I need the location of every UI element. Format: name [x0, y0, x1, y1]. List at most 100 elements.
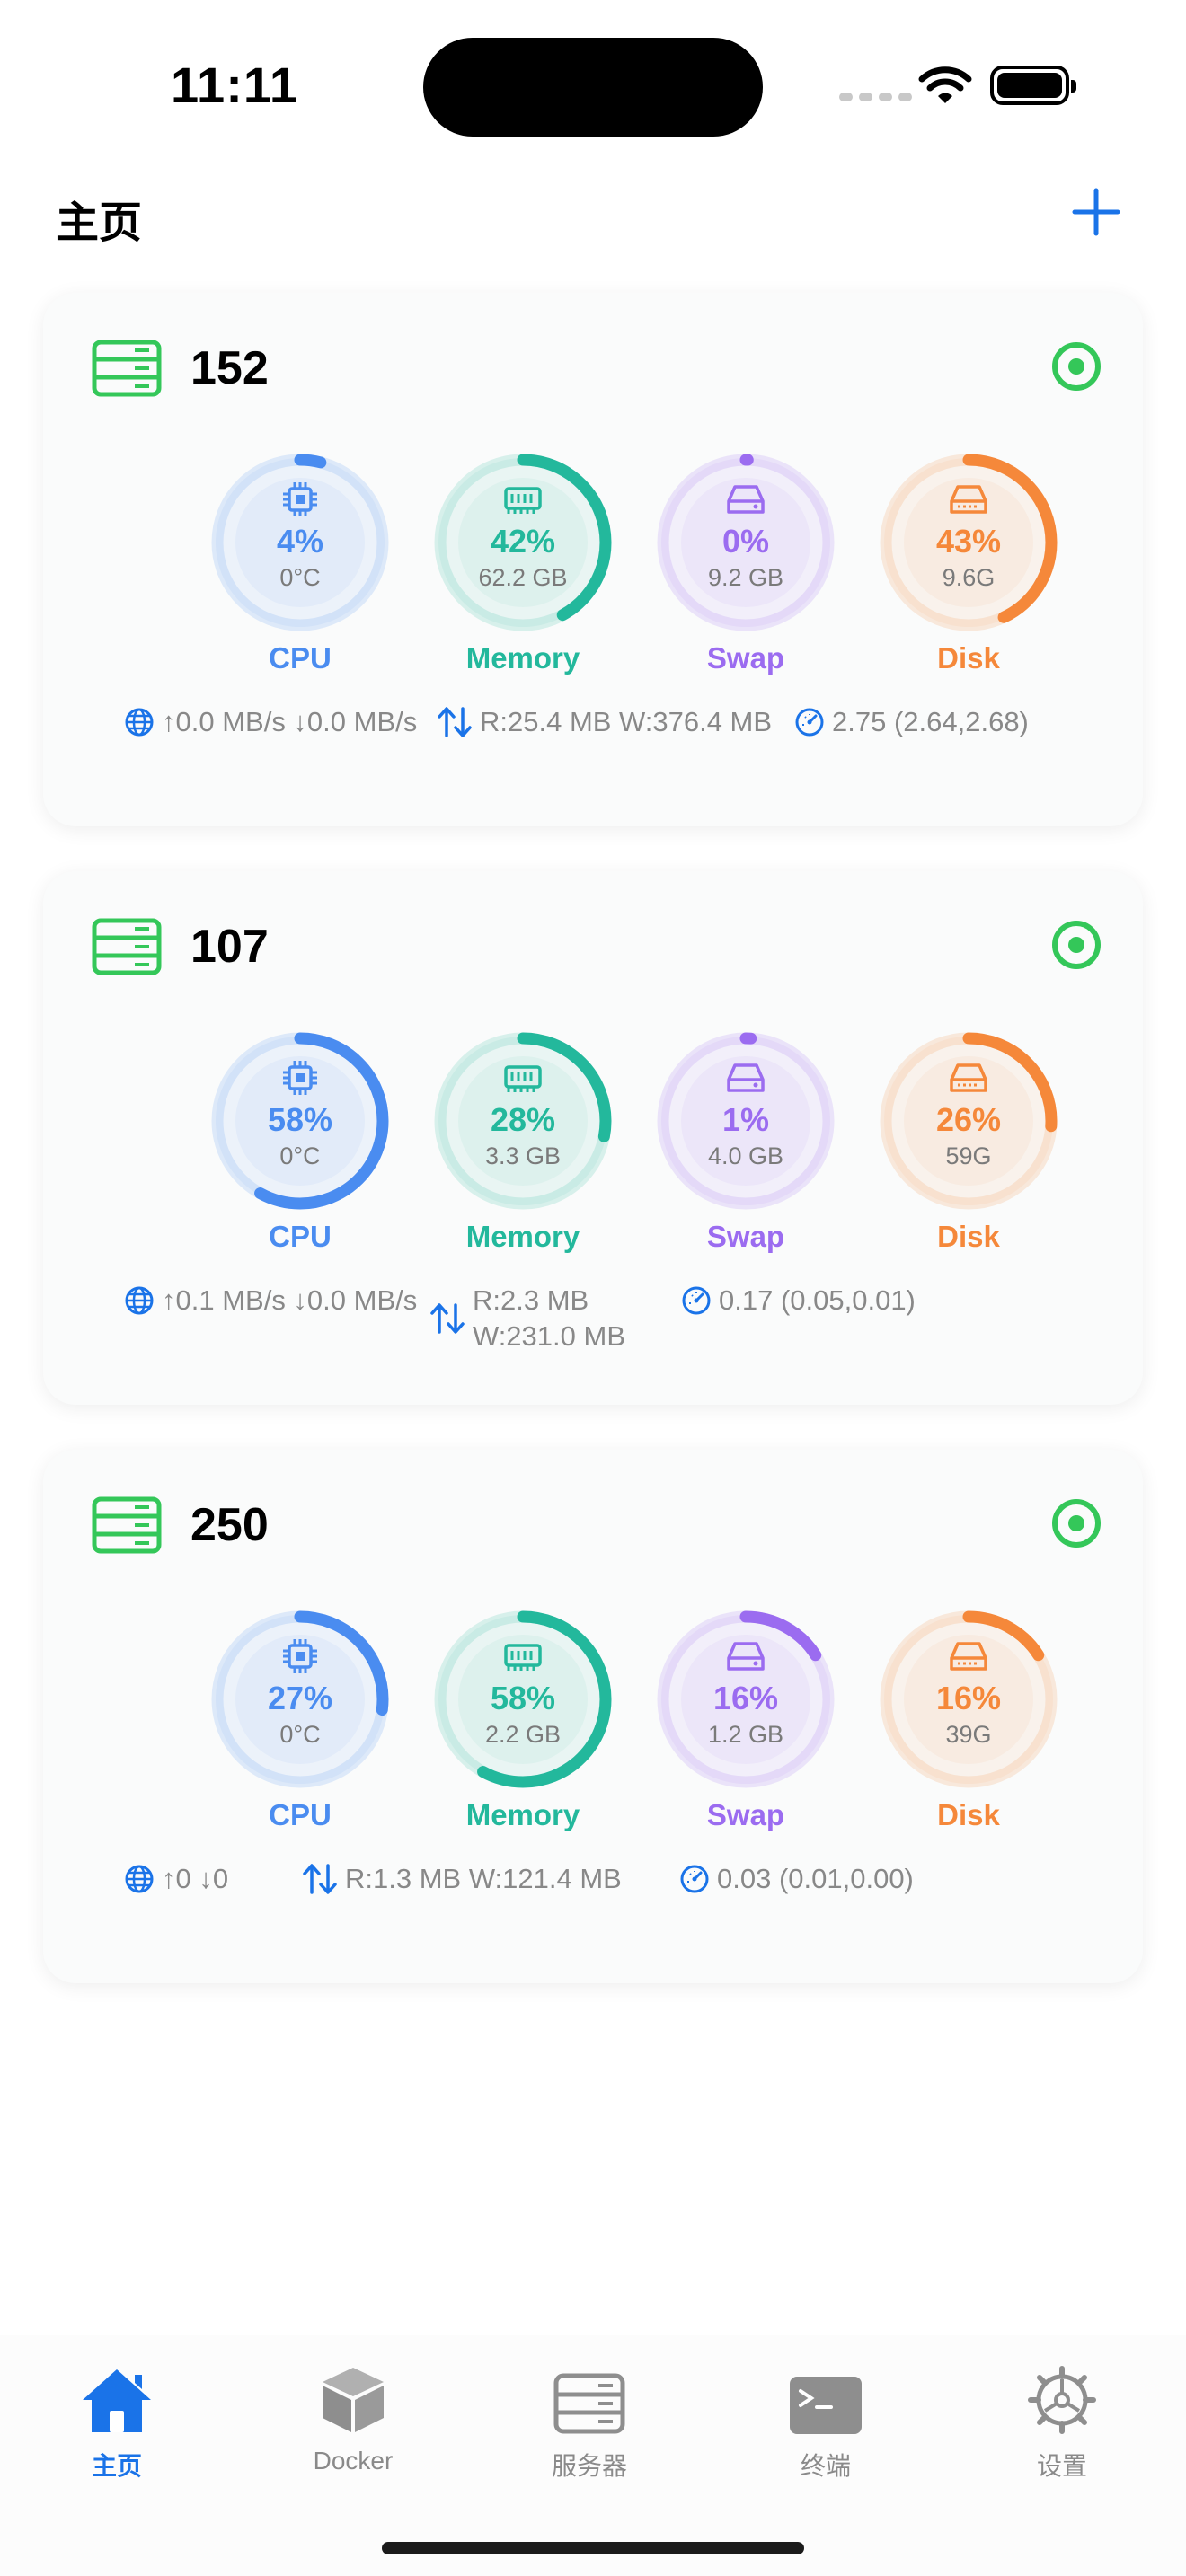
dynamic-island [423, 38, 763, 137]
house-icon [83, 2369, 151, 2432]
server-rack-icon [92, 1496, 162, 1554]
load-text: 0.03 (0.01,0.00) [717, 1863, 914, 1894]
disk-detail: 9.6G [942, 564, 996, 591]
up-down-arrows-icon [303, 1864, 337, 1894]
disk-io-text: R:2.3 MB W:231.0 MB [473, 1284, 626, 1352]
tab-label: 设置 [1036, 2452, 1087, 2480]
cpu-progress-arc [211, 1610, 389, 1788]
server-rack-icon [92, 340, 162, 397]
disk-detail: 59G [945, 1142, 992, 1169]
drive-icon [727, 1642, 765, 1671]
speedometer-icon [682, 1286, 711, 1315]
cpu-progress-arc [211, 454, 389, 631]
status-time: 11:11 [171, 57, 299, 113]
cpu-chip-icon [283, 482, 317, 516]
swap-progress-arc [657, 454, 835, 631]
globe-icon [125, 1865, 154, 1893]
memory-detail: 2.2 GB [484, 1721, 562, 1748]
disk-gauge: 43% 9.6G Disk [879, 453, 1058, 675]
memory-ring [434, 1610, 612, 1788]
swap-ring [657, 454, 835, 631]
tab-label: 主页 [91, 2452, 142, 2480]
cpu-percent: 27% [267, 1680, 333, 1716]
cpu-detail: 0°C [279, 1721, 321, 1748]
disk-label: Disk [937, 1220, 1000, 1253]
speedometer-icon [795, 708, 824, 737]
memory-progress-arc [434, 1610, 612, 1788]
tab-label: 终端 [800, 2452, 851, 2480]
page-title: 主页 [56, 199, 143, 247]
server-name: 250 [190, 1499, 269, 1551]
network-text: ↑0.0 MB/s ↓0.0 MB/s [162, 706, 418, 737]
memory-detail: 62.2 GB [478, 564, 568, 591]
disk-drive-icon [950, 485, 987, 514]
swap-label: Swap [706, 641, 785, 675]
tab-settings[interactable]: 设置 [972, 2359, 1152, 2483]
up-down-arrows-icon [430, 1303, 465, 1334]
tab-docker[interactable]: Docker [263, 2359, 443, 2475]
add-server-button[interactable] [1071, 187, 1121, 237]
network-text: ↑0.1 MB/s ↓0.0 MB/s [162, 1284, 418, 1316]
swap-detail: 9.2 GB [707, 564, 784, 591]
box-icon [323, 2368, 384, 2432]
memory-gauge: 58% 2.2 GB Memory [433, 1610, 613, 1832]
cpu-ring [211, 1610, 389, 1788]
cpu-ring [211, 454, 389, 631]
disk-io-text: R:25.4 MB W:376.4 MB [480, 706, 773, 737]
memory-percent: 58% [490, 1680, 556, 1716]
tab-home[interactable]: 主页 [27, 2359, 207, 2483]
swap-label: Swap [706, 1798, 785, 1831]
swap-progress-arc [657, 1032, 835, 1210]
disk-label: Disk [937, 1798, 1000, 1831]
cpu-gauge: 4% 0°C CPU [210, 453, 390, 675]
memory-percent: 42% [490, 523, 556, 560]
online-status-icon [1052, 342, 1101, 391]
server-card[interactable]: 250 27% 0°C CPU [43, 1450, 1143, 1983]
disk-drive-icon [950, 1063, 987, 1092]
cpu-chip-icon [283, 1061, 317, 1095]
cpu-chip-icon [283, 1639, 317, 1673]
network-stat: ↑0.0 MB/s ↓0.0 MB/s [124, 704, 429, 740]
load-stat: 0.03 (0.01,0.00) [679, 1861, 1039, 1897]
server-name: 152 [190, 342, 269, 394]
swap-progress-arc [657, 1610, 835, 1788]
server-card[interactable]: 107 58% 0°C CPU [43, 871, 1143, 1405]
disk-gauge: 26% 59G Disk [879, 1031, 1058, 1254]
network-stat: ↑0 ↓0 [124, 1861, 304, 1897]
disk-label: Disk [937, 641, 1000, 675]
disk-detail: 39G [945, 1721, 992, 1748]
online-status-icon [1052, 921, 1101, 969]
gear-icon [1028, 2366, 1096, 2434]
battery-icon [990, 66, 1076, 105]
swap-percent: 0% [721, 523, 770, 560]
cpu-percent: 58% [267, 1101, 333, 1138]
memory-label: Memory [465, 641, 580, 675]
server-icon [553, 2373, 625, 2434]
load-stat: 2.75 (2.64,2.68) [794, 704, 1091, 740]
tab-label: 服务器 [551, 2452, 627, 2480]
disk-percent: 43% [935, 523, 1002, 560]
memory-percent: 28% [490, 1101, 556, 1138]
disk-io-stat: R:1.3 MB W:121.4 MB [302, 1861, 706, 1897]
disk-io-stat: R:25.4 MB W:376.4 MB [437, 704, 796, 740]
memory-detail: 3.3 GB [484, 1142, 562, 1169]
cpu-percent: 4% [276, 523, 324, 560]
disk-io-stat: R:2.3 MB W:231.0 MB [429, 1283, 690, 1354]
home-indicator [382, 2542, 804, 2554]
swap-detail: 1.2 GB [707, 1721, 784, 1748]
cpu-gauge: 58% 0°C CPU [210, 1031, 390, 1254]
disk-progress-arc [880, 1610, 1058, 1788]
swap-percent: 1% [721, 1101, 770, 1138]
disk-ring [880, 1032, 1058, 1210]
memory-progress-arc [434, 1032, 612, 1210]
swap-label: Swap [706, 1220, 785, 1253]
drive-icon [727, 485, 765, 514]
server-card[interactable]: 152 4% 0°C CPU [43, 293, 1143, 826]
tab-servers[interactable]: 服务器 [500, 2359, 679, 2483]
swap-ring [657, 1610, 835, 1788]
globe-icon [125, 708, 154, 737]
swap-gauge: 1% 4.0 GB Swap [656, 1031, 836, 1254]
wifi-icon [918, 66, 972, 103]
tab-terminal[interactable]: 终端 [736, 2359, 916, 2483]
server-rack-icon [92, 918, 162, 975]
